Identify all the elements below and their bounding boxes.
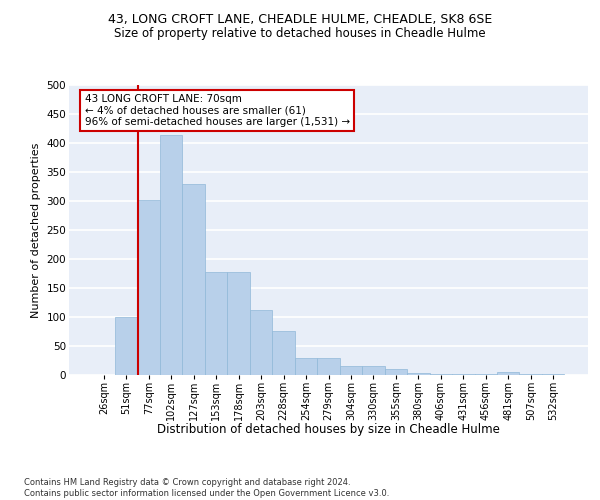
Text: Size of property relative to detached houses in Cheadle Hulme: Size of property relative to detached ho… [114,28,486,40]
Bar [115,317,137,375]
Bar [520,374,542,375]
Text: 43 LONG CROFT LANE: 70sqm
← 4% of detached houses are smaller (61)
96% of semi-d: 43 LONG CROFT LANE: 70sqm ← 4% of detach… [85,94,350,127]
Bar [317,358,340,375]
Bar [205,272,227,375]
Text: Contains HM Land Registry data © Crown copyright and database right 2024.
Contai: Contains HM Land Registry data © Crown c… [24,478,389,498]
Text: 43, LONG CROFT LANE, CHEADLE HULME, CHEADLE, SK8 6SE: 43, LONG CROFT LANE, CHEADLE HULME, CHEA… [108,12,492,26]
Y-axis label: Number of detached properties: Number of detached properties [31,142,41,318]
Bar [340,366,362,375]
Text: Distribution of detached houses by size in Cheadle Hulme: Distribution of detached houses by size … [157,422,500,436]
Bar [272,331,295,375]
Bar [362,366,385,375]
Bar [407,372,430,375]
Bar [137,200,160,375]
Bar [227,272,250,375]
Bar [497,372,520,375]
Bar [160,136,182,375]
Bar [385,369,407,375]
Bar [430,374,452,375]
Bar [542,374,565,375]
Bar [250,310,272,375]
Bar [475,374,497,375]
Bar [452,374,475,375]
Bar [295,358,317,375]
Bar [182,184,205,375]
